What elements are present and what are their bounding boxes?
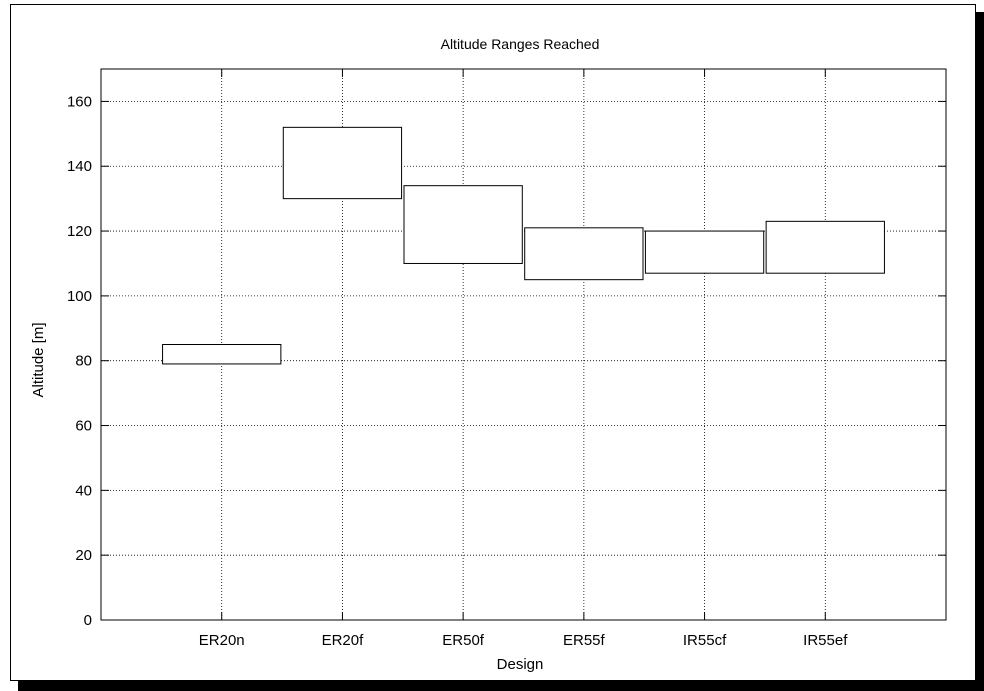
grid-layer (101, 69, 946, 620)
range-bar (765, 220, 885, 274)
range-bar (162, 344, 282, 365)
y-tick-label: 80 (75, 353, 92, 370)
range-bar (282, 126, 403, 200)
x-tick-label: ER20n (199, 632, 245, 649)
y-tick-label: 20 (75, 547, 92, 564)
x-tick-label: IR55cf (683, 632, 727, 649)
y-tick-label: 60 (75, 418, 92, 435)
range-bar (644, 230, 765, 274)
x-tick-label: ER20f (322, 632, 365, 649)
y-tick-label: 40 (75, 482, 92, 499)
y-tick-label: 100 (67, 288, 92, 305)
y-tick-label: 0 (84, 612, 92, 629)
y-tick-label: 160 (67, 93, 92, 110)
x-tick-label: ER55f (563, 632, 606, 649)
bars-layer (162, 126, 885, 365)
figure-frame (10, 4, 976, 681)
x-tick-label: IR55ef (803, 632, 848, 649)
x-axis-label: Design (497, 656, 544, 673)
range-bar (524, 227, 644, 281)
ticks-layer: 0 20 40 60 80 100 120 140 160 ER20n ER20f ER50f ER55… (67, 69, 946, 649)
range-bar (403, 185, 523, 264)
chart-title: Altitude Ranges Reached (441, 36, 600, 52)
frame-shadow-right (976, 12, 984, 691)
y-axis-label: Altitude [m] (30, 322, 47, 397)
plot-area-border (100, 68, 947, 621)
y-tick-label: 120 (67, 223, 92, 240)
y-tick-label: 140 (67, 158, 92, 175)
x-tick-label: ER50f (442, 632, 485, 649)
frame-shadow-bottom (18, 681, 984, 691)
